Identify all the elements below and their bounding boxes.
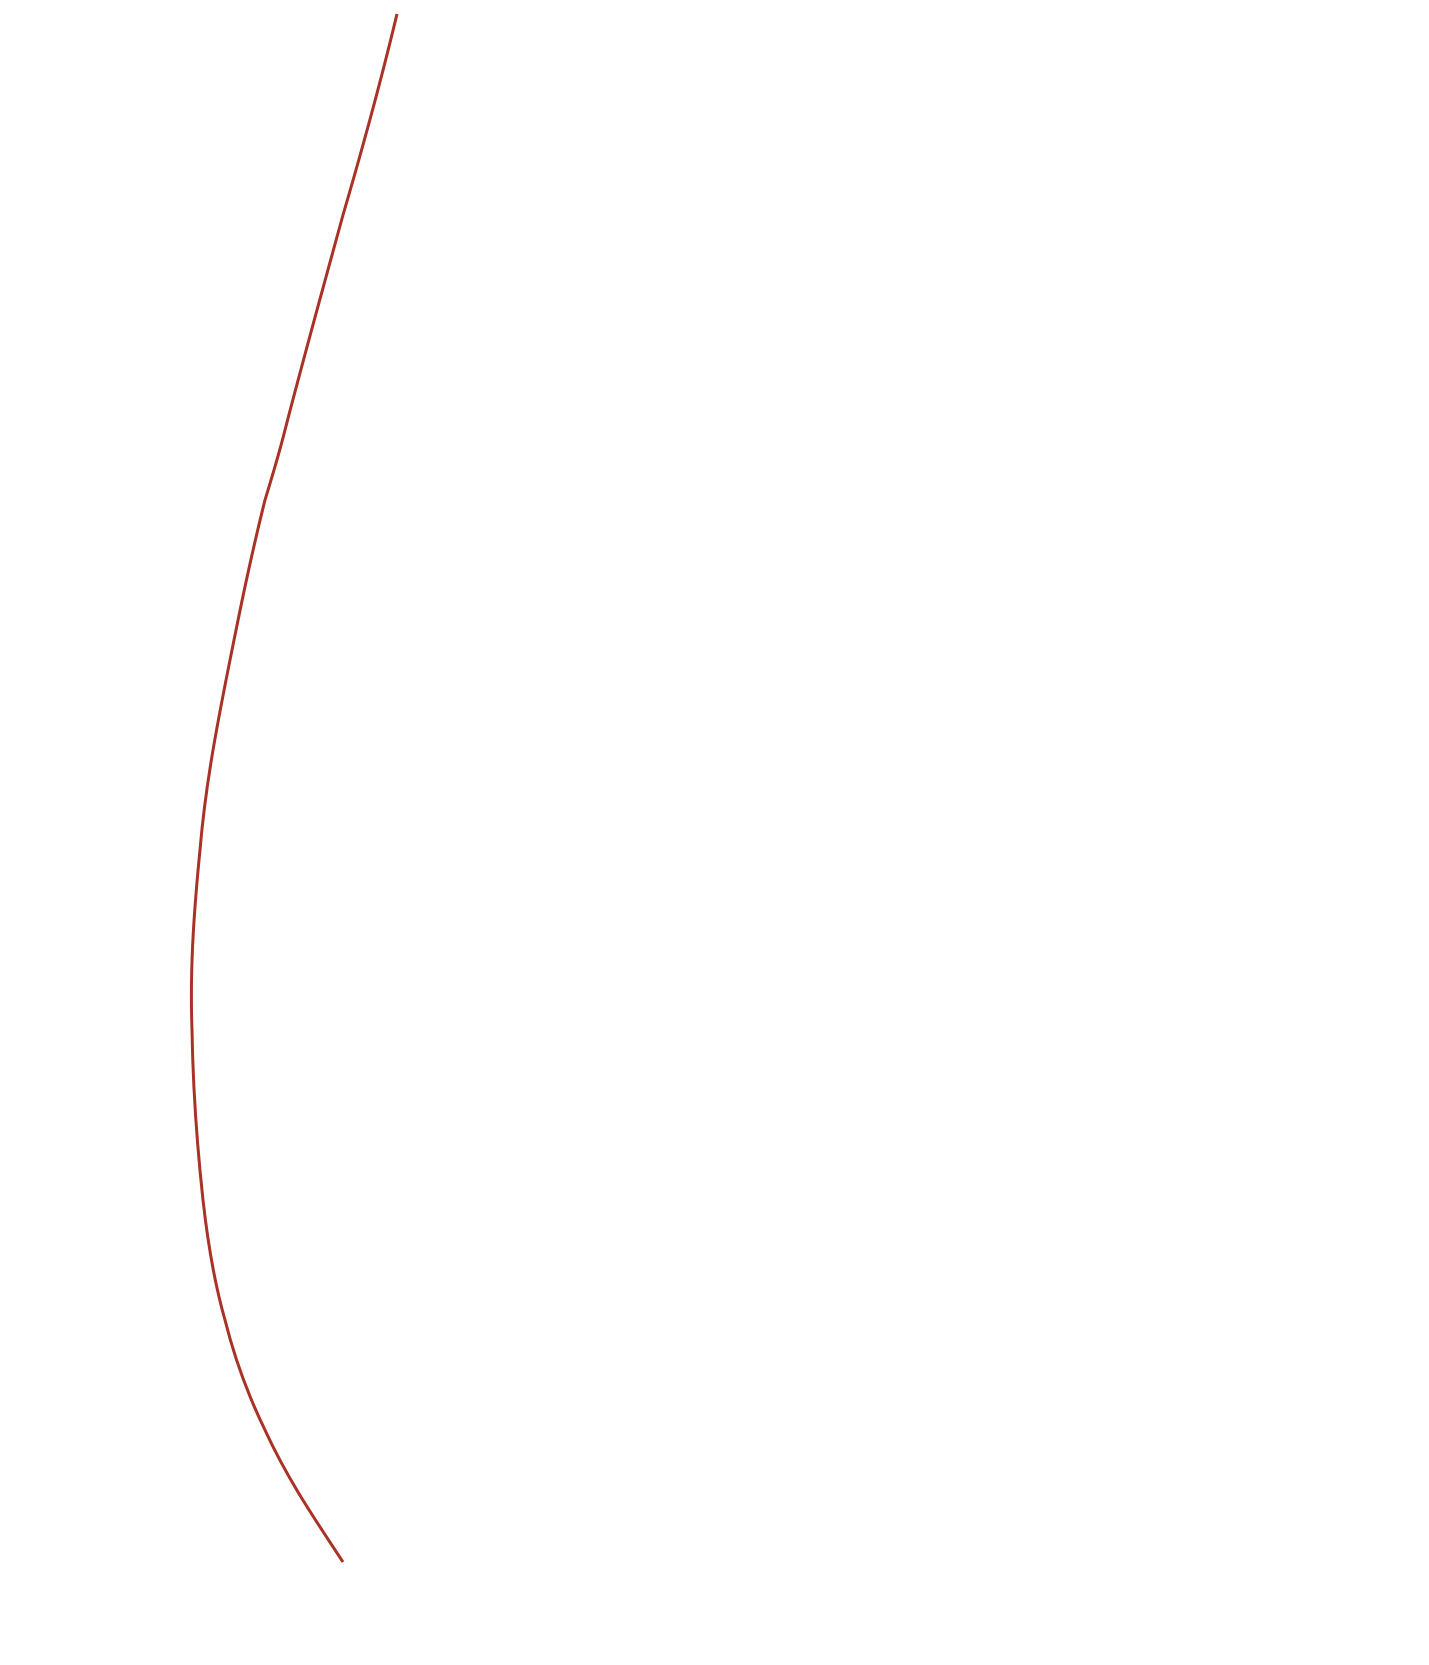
curve-line bbox=[189, 13, 399, 1563]
